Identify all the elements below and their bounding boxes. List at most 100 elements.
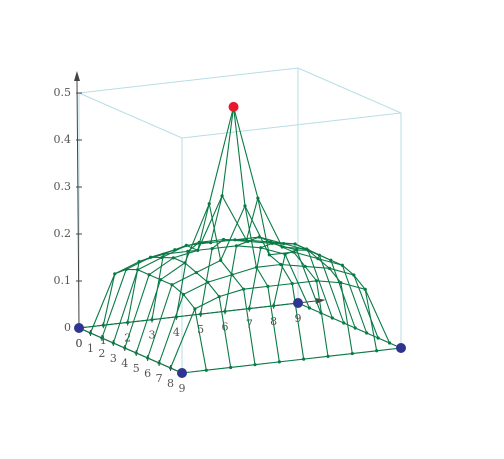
surface-point — [266, 284, 270, 288]
surface-point — [100, 336, 104, 340]
z-tick-label: 0.3 — [54, 180, 72, 193]
surface-point — [304, 247, 309, 251]
box-edge — [78, 67, 299, 94]
surface-line — [78, 302, 299, 329]
surface-point — [196, 248, 200, 252]
surface-line — [89, 245, 310, 334]
surface-point — [326, 354, 330, 358]
z-tick-label: 0.1 — [54, 274, 72, 287]
y-tick-label: 0 — [76, 337, 83, 350]
surface-point — [316, 257, 320, 261]
corner-marker — [74, 323, 84, 333]
surface-point — [307, 306, 312, 310]
surface-line — [175, 106, 280, 362]
surface-point — [137, 260, 141, 264]
axis-arrow — [74, 71, 80, 82]
surface-point — [342, 321, 346, 325]
surface-point — [158, 278, 163, 282]
surface-point — [314, 279, 319, 283]
surface-point — [340, 263, 344, 267]
surface-point — [329, 258, 333, 262]
peak-marker — [228, 101, 239, 112]
surface-point — [259, 246, 263, 250]
surface-point — [123, 346, 127, 350]
surface-line — [181, 347, 402, 374]
box-edge — [78, 92, 183, 139]
surface-point — [206, 280, 210, 284]
surface-point — [257, 235, 261, 239]
corner-marker — [177, 368, 187, 378]
surface-point — [136, 268, 140, 272]
surface-point — [339, 281, 343, 285]
x-tick-label: 7 — [156, 372, 163, 385]
surface-point — [168, 366, 173, 370]
surface-point — [243, 204, 247, 208]
surface-point — [365, 331, 369, 335]
surface-point — [204, 368, 208, 372]
surface-point — [352, 273, 356, 277]
surface-point — [375, 349, 379, 353]
surface-point — [101, 323, 105, 327]
surface-point — [272, 304, 276, 308]
surface-point — [330, 316, 334, 320]
surface-point — [88, 331, 93, 335]
surface-point — [327, 266, 332, 270]
z-tick-label: 0.2 — [54, 227, 72, 240]
surface-line — [170, 280, 391, 369]
surface-point — [233, 238, 237, 242]
surface-point — [223, 309, 227, 313]
surface-point — [147, 273, 151, 277]
surface-point — [173, 248, 177, 252]
surface-line — [78, 327, 183, 374]
surface-point — [183, 261, 187, 265]
axis-arrow — [315, 298, 326, 304]
corner-marker — [293, 298, 303, 308]
surface-line — [112, 236, 333, 344]
surface-point — [150, 318, 154, 322]
surface-point — [171, 256, 176, 260]
surface-point — [350, 351, 354, 356]
surface-point — [280, 245, 284, 249]
x-tick-label: 2 — [98, 347, 105, 360]
surface-point — [303, 264, 307, 269]
surface-point — [290, 282, 294, 286]
surface-line — [200, 197, 305, 360]
surface-line — [224, 236, 329, 357]
surface-point — [353, 326, 357, 330]
surface-point — [363, 287, 367, 291]
surface-line — [124, 194, 345, 349]
surface-point — [244, 238, 249, 242]
surface-point — [269, 240, 273, 244]
y-tick-label: 6 — [222, 320, 229, 333]
box-edge — [181, 112, 402, 139]
surface-point — [160, 255, 164, 260]
surface-point — [199, 312, 203, 316]
x-tick-label: 4 — [121, 357, 128, 370]
surface-point — [210, 247, 214, 251]
surface-line — [151, 203, 256, 365]
surface-point — [292, 250, 296, 254]
x-tick-label: 8 — [167, 377, 174, 390]
surface-point — [174, 315, 178, 319]
x-tick-label: 0 — [76, 337, 83, 350]
z-tick-label: 0 — [64, 321, 71, 334]
surface-point — [186, 249, 190, 253]
surface-point — [157, 361, 161, 365]
y-tick-label: 5 — [197, 323, 204, 336]
surface-point — [302, 357, 306, 361]
surface-point — [207, 202, 211, 206]
surface-point — [234, 244, 239, 248]
surface-line — [147, 204, 368, 359]
surface-point — [161, 252, 166, 256]
x-tick-label: 1 — [87, 342, 94, 355]
surface-line — [273, 249, 378, 351]
surface-point — [113, 272, 117, 276]
surface-point — [170, 283, 174, 287]
x-tick-label: 6 — [144, 367, 151, 380]
surface-point — [126, 320, 130, 325]
surface-point — [221, 237, 226, 242]
surface-point — [197, 240, 201, 244]
surface-point — [209, 240, 213, 245]
surface-point — [267, 253, 271, 257]
surface-point — [111, 341, 115, 345]
